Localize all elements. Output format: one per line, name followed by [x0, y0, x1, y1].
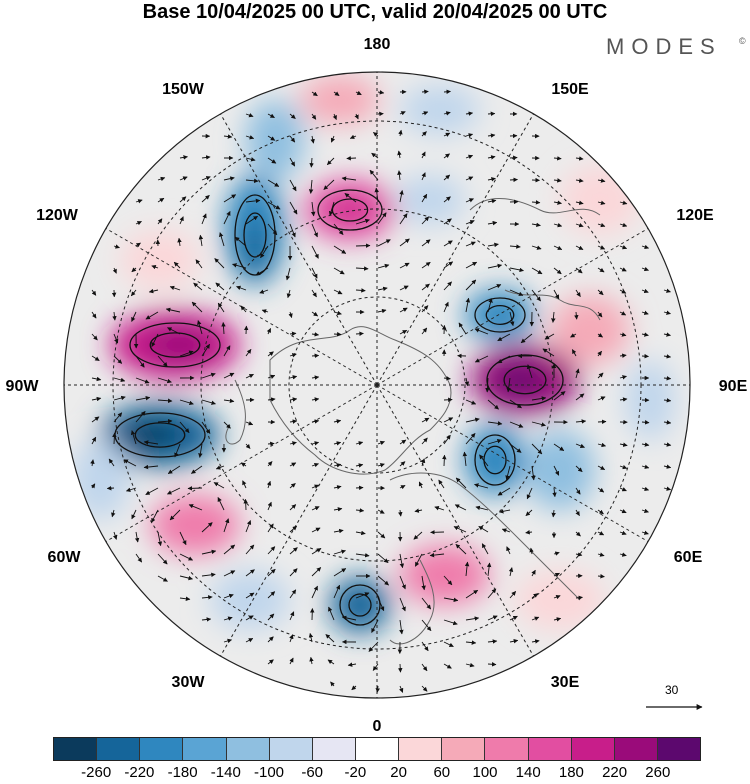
wind-arrow — [510, 180, 518, 181]
colorbar-swatch — [54, 738, 97, 760]
lon-label-180: 180 — [364, 36, 391, 54]
colorbar-tick-label: 20 — [390, 764, 407, 781]
reference-vector-label: 30 — [665, 683, 678, 697]
colorbar-swatch — [442, 738, 485, 760]
anomaly-blob — [330, 198, 370, 222]
wind-arrow — [246, 499, 247, 510]
wind-arrow — [356, 488, 363, 489]
wind-arrow — [422, 91, 428, 92]
wind-arrow — [356, 246, 370, 247]
colorbar-swatch — [485, 738, 528, 760]
wind-arrow — [400, 664, 401, 672]
anomaly-blob — [145, 327, 215, 363]
lon-label-90w: 90W — [6, 378, 39, 396]
wind-arrow — [334, 334, 341, 335]
anomaly-blob — [525, 430, 595, 510]
colorbar-swatch — [529, 738, 572, 760]
anomaly-blob — [550, 295, 630, 365]
anomaly-blob — [120, 230, 200, 290]
lon-label-30e: 30E — [551, 674, 579, 692]
colorbar-tick-label: 220 — [602, 764, 627, 781]
colorbar-ticks: -260 -220 -180 -140 -100 -60 -20 20 60 100 140 180 2… — [0, 764, 750, 784]
lon-label-60w: 60W — [48, 549, 81, 567]
lon-label-150e: 150E — [551, 81, 588, 99]
wind-arrow — [444, 455, 445, 466]
wind-arrow — [188, 488, 202, 489]
colorbar-swatch — [572, 738, 615, 760]
wind-arrow — [107, 488, 114, 489]
colorbar-tick-label: -60 — [301, 764, 323, 781]
wind-arrow — [356, 333, 363, 334]
colorbar — [53, 737, 701, 761]
colorbar-swatch — [356, 738, 399, 760]
wind-arrow — [312, 355, 319, 356]
lon-label-60e: 60E — [674, 549, 702, 567]
colorbar-swatch — [270, 738, 313, 760]
wind-arrow — [488, 114, 495, 115]
colorbar-tick-label: 180 — [559, 764, 584, 781]
lon-label-90e: 90E — [719, 378, 747, 396]
colorbar-tick-label: -100 — [254, 764, 284, 781]
colorbar-tick-label: 100 — [472, 764, 497, 781]
colorbar-swatch — [183, 738, 226, 760]
colorbar-swatch — [615, 738, 658, 760]
wind-arrow — [268, 443, 274, 444]
polar-map — [0, 0, 750, 730]
colorbar-swatch — [97, 738, 140, 760]
colorbar-tick-label: -140 — [211, 764, 241, 781]
colorbar-tick-label: 140 — [516, 764, 541, 781]
wind-arrow — [598, 422, 606, 423]
wind-arrow — [347, 158, 356, 159]
colorbar-tick-label: 60 — [433, 764, 450, 781]
wind-arrow — [444, 91, 451, 92]
wind-arrow — [510, 158, 517, 159]
anomaly-blob — [300, 75, 380, 125]
anomaly-blob — [400, 545, 490, 605]
colorbar-tick-label: -20 — [345, 764, 367, 781]
wind-arrow — [114, 433, 115, 444]
colorbar-swatch — [658, 738, 700, 760]
anomaly-blob — [400, 85, 480, 135]
colorbar-tick-label: 260 — [645, 764, 670, 781]
colorbar-swatch — [399, 738, 442, 760]
lon-label-150w: 150W — [162, 81, 204, 99]
lon-label-30w: 30W — [172, 674, 205, 692]
colorbar-tick-label: -260 — [81, 764, 111, 781]
colorbar-swatch — [313, 738, 356, 760]
colorbar-swatch — [227, 738, 270, 760]
colorbar-tick-label: -180 — [168, 764, 198, 781]
colorbar-swatch — [140, 738, 183, 760]
wind-arrow — [488, 664, 496, 665]
anomaly-blob — [515, 570, 605, 630]
anomaly-blob — [210, 570, 290, 630]
wind-arrow — [642, 356, 649, 357]
lon-label-0: 0 — [373, 718, 382, 736]
lon-label-120w: 120W — [36, 207, 78, 225]
colorbar-tick-label: -220 — [124, 764, 154, 781]
lon-label-120e: 120E — [676, 207, 713, 225]
